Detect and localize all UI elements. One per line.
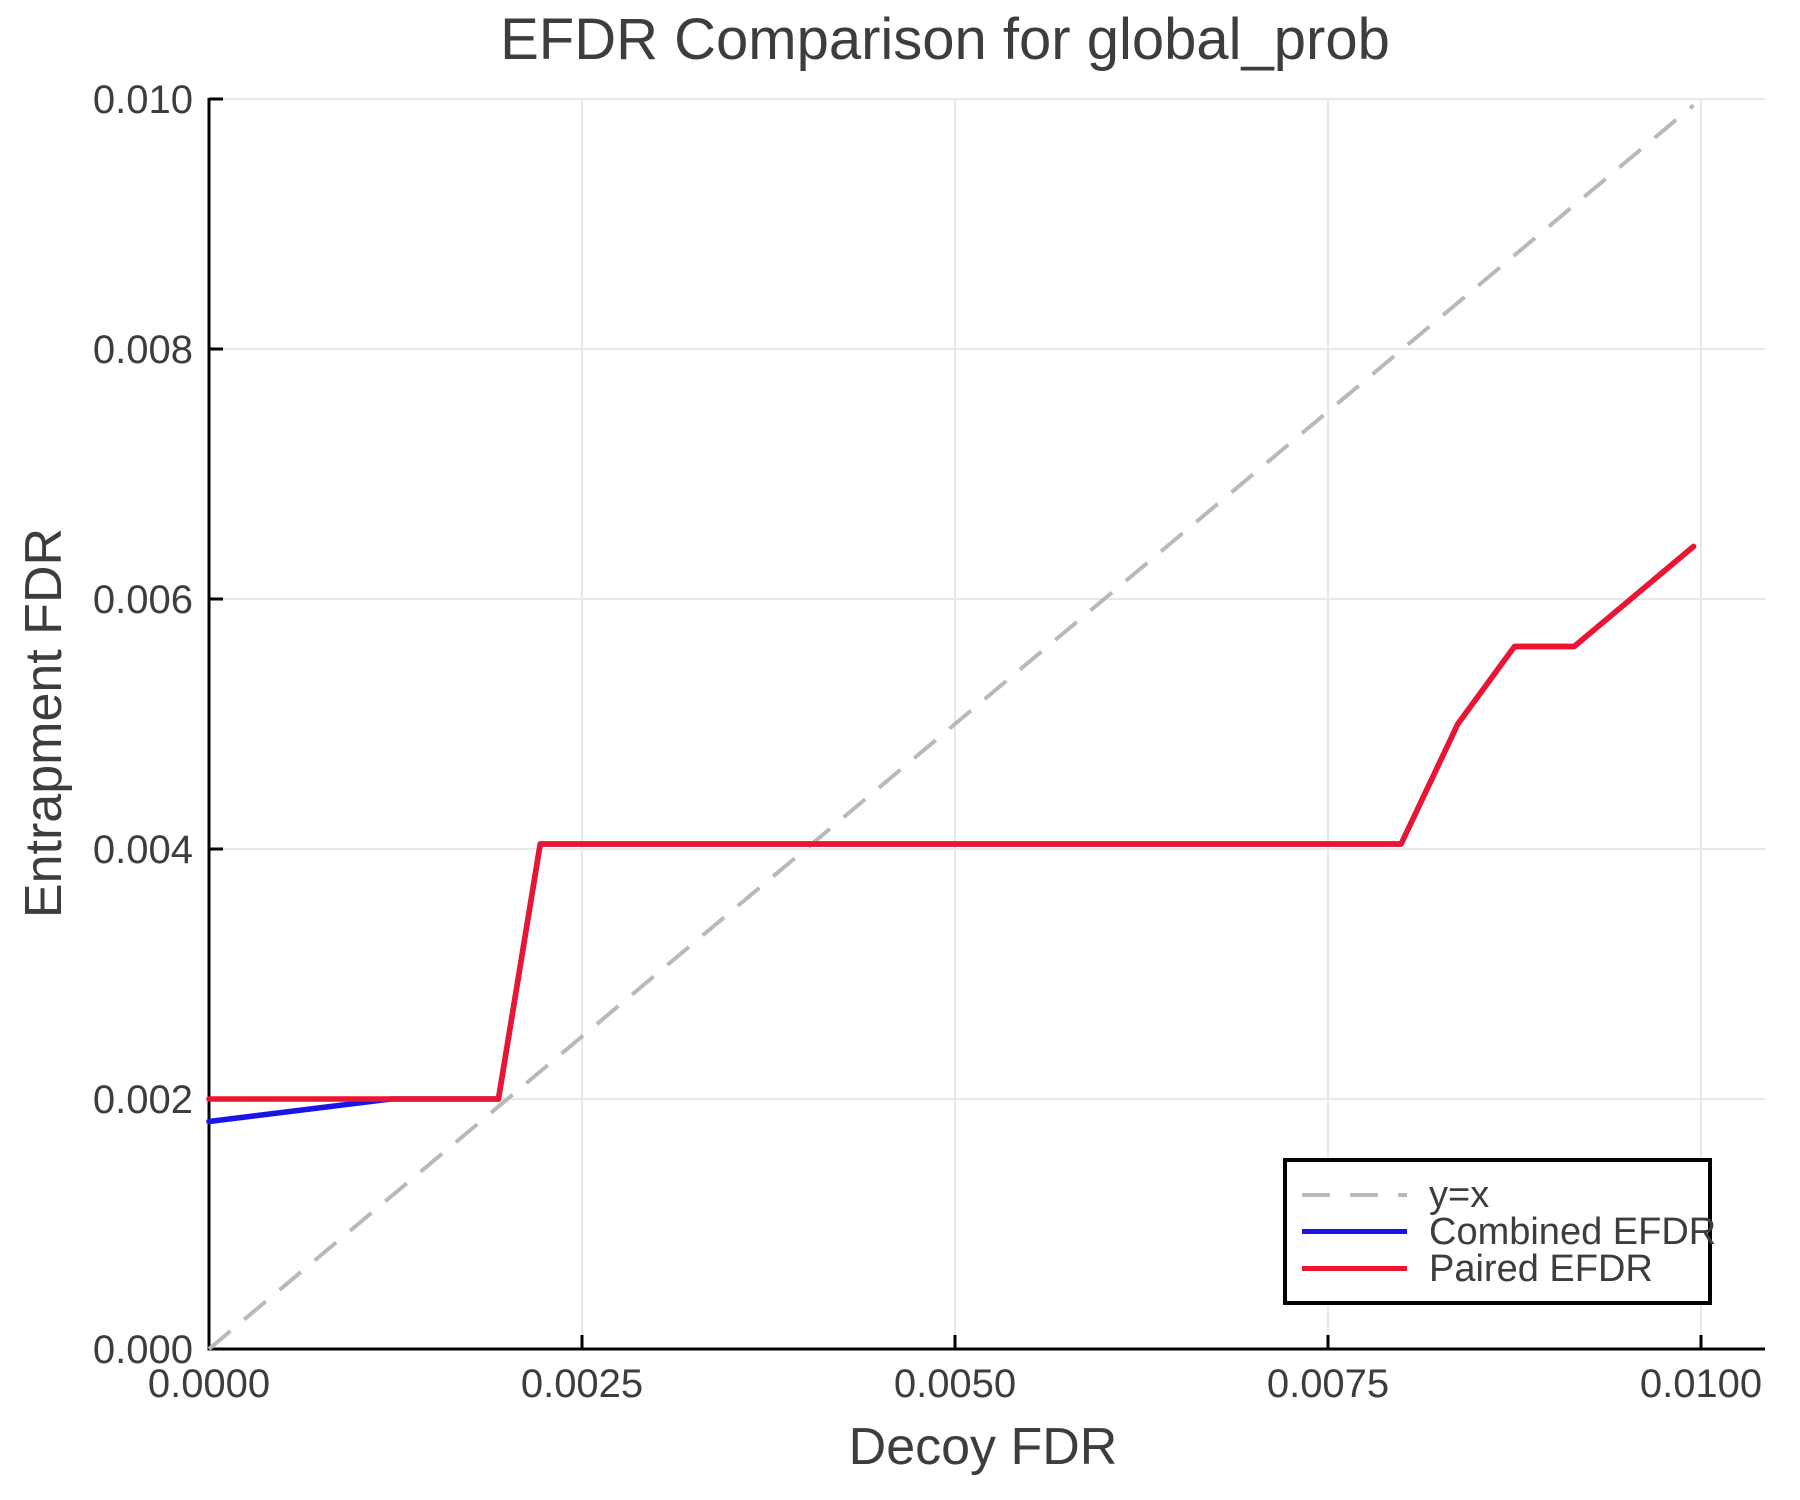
- legend-label: y=x: [1429, 1173, 1490, 1216]
- y-tick-label: 0.000: [93, 1328, 193, 1372]
- series-line-paired-efdr: [206, 543, 1697, 1102]
- series-line-combined-efdr: [206, 543, 1697, 1125]
- legend-label: Combined EFDR: [1429, 1210, 1717, 1253]
- x-axis-label: Decoy FDR: [848, 1418, 1118, 1476]
- legend-label: Paired EFDR: [1429, 1247, 1653, 1290]
- series-line-y-x: [207, 103, 1695, 1351]
- y-tick-label: 0.010: [93, 78, 193, 122]
- y-axis-label: Entrapment FDR: [15, 527, 73, 919]
- x-tick-label: 0.0050: [894, 1362, 1016, 1406]
- y-tick-label: 0.006: [93, 578, 193, 622]
- y-tick-label: 0.008: [93, 328, 193, 372]
- legend-swatch-dashed-line-icon: [1302, 1192, 1407, 1197]
- legend-item: Paired EFDR: [1302, 1247, 1698, 1290]
- legend-swatch-solid-line-icon: [1302, 1229, 1407, 1234]
- x-tick-label: 0.0075: [1267, 1362, 1389, 1406]
- x-tick-label: 0.0025: [521, 1362, 643, 1406]
- y-tick-label: 0.004: [93, 828, 193, 872]
- y-tick-label: 0.002: [93, 1078, 193, 1122]
- x-tick-label: 0.0100: [1640, 1362, 1762, 1406]
- legend-swatch-solid-line-icon: [1302, 1266, 1407, 1271]
- x-tick-label: 0.0000: [148, 1362, 270, 1406]
- legend-item: y=x: [1302, 1173, 1698, 1216]
- legend-item: Combined EFDR: [1302, 1213, 1716, 1251]
- legend: y=x Combined EFDR Paired EFDR: [1283, 1158, 1716, 1305]
- chart-title: EFDR Comparison for global_prob: [500, 7, 1390, 72]
